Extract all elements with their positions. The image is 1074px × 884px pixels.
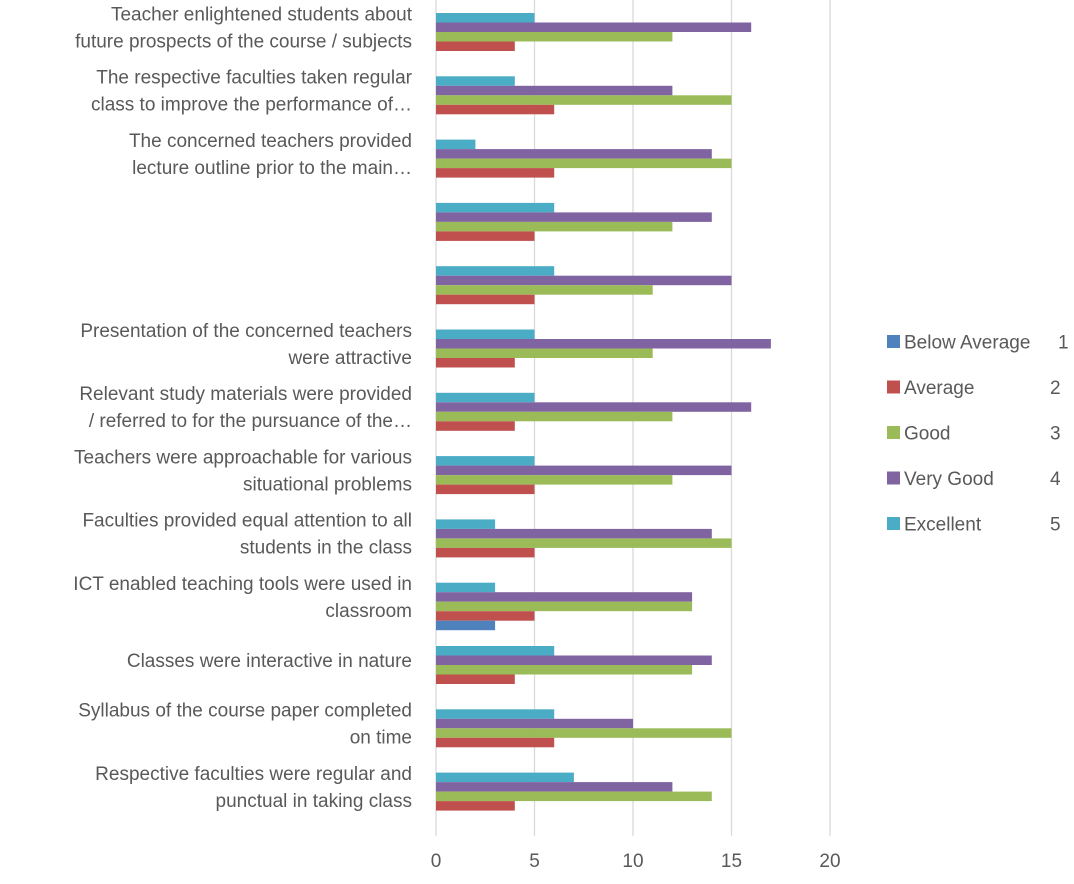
x-tick-label: 20 xyxy=(819,851,840,872)
category-label: Classes were interactive in nature xyxy=(127,651,412,672)
bars xyxy=(436,13,771,811)
bar-good-9 xyxy=(436,601,693,612)
bar-very-good-9 xyxy=(436,592,693,602)
x-tick-label: 5 xyxy=(529,851,540,872)
bar-excellent-7 xyxy=(436,456,535,466)
category-label: / referred to for the pursuance of the… xyxy=(89,411,412,432)
legend-label-excellent: Excellent xyxy=(904,515,982,536)
category-label: punctual in taking class xyxy=(216,791,412,812)
legend-swatch-good xyxy=(887,426,900,439)
bar-good-1 xyxy=(436,95,732,105)
legend-swatch-excellent xyxy=(887,517,900,530)
bar-average-7 xyxy=(436,484,535,495)
category-label: Relevant study materials were provided xyxy=(79,384,412,405)
bar-very-good-0 xyxy=(436,22,752,32)
bar-very-good-4 xyxy=(436,275,732,286)
legend-label-good: Good xyxy=(904,424,950,445)
bar-average-6 xyxy=(436,421,515,431)
bar-excellent-2 xyxy=(436,139,476,150)
bar-excellent-1 xyxy=(436,76,515,86)
bar-excellent-12 xyxy=(436,772,574,783)
bar-very-good-7 xyxy=(436,465,732,476)
bar-good-0 xyxy=(436,32,673,42)
bar-very-good-12 xyxy=(436,782,673,792)
bar-average-3 xyxy=(436,231,535,241)
category-label: The concerned teachers provided xyxy=(129,131,412,152)
bar-excellent-10 xyxy=(436,646,555,656)
x-tick-label: 15 xyxy=(721,851,742,872)
bar-very-good-2 xyxy=(436,149,712,159)
legend-label-average: Average xyxy=(904,378,974,399)
bar-good-4 xyxy=(436,285,653,295)
legend-rating-good: 3 xyxy=(1050,424,1061,445)
bar-excellent-4 xyxy=(436,266,555,276)
bar-very-good-11 xyxy=(436,718,633,729)
bar-average-12 xyxy=(436,801,515,811)
category-label: on time xyxy=(350,728,412,749)
category-label: Teachers were approachable for various xyxy=(74,447,412,468)
bar-good-2 xyxy=(436,158,732,169)
bar-average-0 xyxy=(436,41,515,51)
legend-label-below-average: Below Average xyxy=(904,333,1030,354)
bar-good-3 xyxy=(436,221,673,232)
bar-good-10 xyxy=(436,665,693,675)
bar-average-10 xyxy=(436,674,515,684)
category-label: class to improve the performance of… xyxy=(91,95,412,116)
bar-average-8 xyxy=(436,547,535,558)
category-label: The respective faculties taken regular xyxy=(96,68,412,89)
bar-good-7 xyxy=(436,475,673,485)
bar-excellent-0 xyxy=(436,13,535,23)
bar-excellent-11 xyxy=(436,709,555,719)
bar-excellent-9 xyxy=(436,582,496,593)
x-tick-label: 10 xyxy=(622,851,643,872)
bar-very-good-6 xyxy=(436,402,752,412)
bar-very-good-3 xyxy=(436,212,712,222)
bar-below-average-9 xyxy=(436,620,496,631)
legend-swatch-average xyxy=(887,380,900,394)
bar-excellent-8 xyxy=(436,519,496,529)
bar-good-6 xyxy=(436,411,673,422)
legend-rating-average: 2 xyxy=(1050,378,1061,399)
bar-excellent-3 xyxy=(436,202,555,213)
category-label: Faculties provided equal attention to al… xyxy=(82,511,412,532)
bar-very-good-10 xyxy=(436,655,712,665)
bar-average-2 xyxy=(436,168,555,178)
legend-swatch-below-average xyxy=(887,335,900,348)
bar-average-1 xyxy=(436,104,555,115)
legend-rating-excellent: 5 xyxy=(1050,515,1061,536)
legend: Below Average 1 Average 2 Good 3 Very Good 4 Exc… xyxy=(887,333,1069,536)
category-label: situational problems xyxy=(243,474,412,495)
legend-rating-below-average: 1 xyxy=(1058,333,1069,354)
bar-very-good-8 xyxy=(436,528,712,539)
category-label: future prospects of the course / subject… xyxy=(75,31,412,52)
legend-label-very-good: Very Good xyxy=(904,469,994,490)
legend-swatch-very-good xyxy=(887,471,900,485)
category-label: Teacher enlightened students about xyxy=(111,4,413,25)
bar-average-5 xyxy=(436,358,515,368)
bar-good-12 xyxy=(436,791,712,802)
x-tick-labels: 0 5 10 15 20 xyxy=(431,851,841,872)
bar-excellent-6 xyxy=(436,392,535,403)
category-label: students in the class xyxy=(240,538,412,559)
bar-very-good-5 xyxy=(436,339,771,349)
bar-average-11 xyxy=(436,737,555,748)
bar-good-5 xyxy=(436,348,653,358)
category-label: Presentation of the concerned teachers xyxy=(80,321,412,342)
category-label: ICT enabled teaching tools were used in xyxy=(73,574,412,595)
category-label: classroom xyxy=(325,601,412,622)
bar-excellent-5 xyxy=(436,329,535,339)
bar-average-9 xyxy=(436,611,535,621)
bar-average-4 xyxy=(436,294,535,305)
category-label: lecture outline prior to the main… xyxy=(132,158,412,179)
legend-rating-very-good: 4 xyxy=(1050,469,1061,490)
category-label: Syllabus of the course paper completed xyxy=(78,701,412,722)
category-label: Respective faculties were regular and xyxy=(95,764,412,785)
bar-good-8 xyxy=(436,538,732,548)
category-labels: Teacher enlightened students about future… xyxy=(73,4,412,812)
bar-very-good-1 xyxy=(436,85,673,96)
category-label: were attractive xyxy=(287,348,412,369)
bar-good-11 xyxy=(436,728,732,738)
x-tick-label: 0 xyxy=(431,851,442,872)
